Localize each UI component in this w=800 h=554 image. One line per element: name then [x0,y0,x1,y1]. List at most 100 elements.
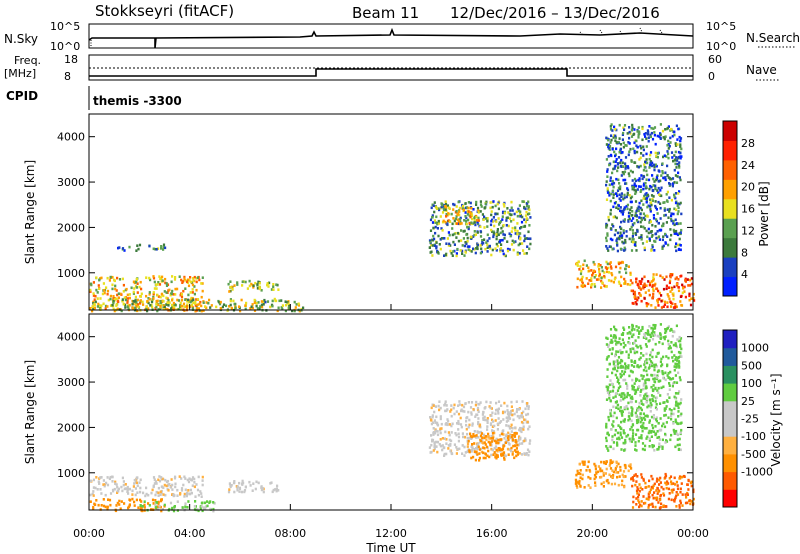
data-cell [450,212,453,216]
data-cell [182,302,186,306]
data-cell [638,216,641,219]
data-cell [113,309,116,313]
data-cell [614,276,617,280]
data-cell [503,401,506,405]
data-cell [650,280,653,283]
data-cell [662,222,665,226]
colorbar-frame [722,329,738,508]
data-cell [625,230,628,233]
data-cell [674,358,677,361]
data-cell [637,326,640,329]
data-cell [160,485,164,488]
data-cell [676,359,679,362]
data-cell [524,437,527,440]
data-cell [260,300,263,303]
data-cell [665,439,668,442]
data-cell [668,182,671,185]
data-cell [641,488,644,491]
data-cell [686,278,689,281]
data-cell [194,309,197,313]
data-cell [643,163,646,166]
data-cell [478,431,481,434]
data-cell [98,278,101,282]
data-cell [526,245,529,248]
data-cell [114,482,117,485]
data-cell [519,415,522,418]
data-cell [675,282,678,286]
data-cell [625,195,628,199]
data-cell [618,382,621,385]
data-cell [640,329,643,332]
data-cell [493,424,496,428]
data-cell [133,500,136,504]
data-cell [609,341,612,344]
data-cell [636,475,639,478]
data-cell [108,279,111,282]
data-cell [610,461,614,464]
data-cell [649,335,652,339]
data-cell [658,297,661,301]
data-cell [138,481,141,484]
data-cell [200,492,203,495]
data-cell [506,249,510,253]
data-cell [654,400,657,403]
data-cell [631,384,634,388]
data-cell [512,444,515,448]
data-cell [649,205,652,208]
data-cell [106,483,110,487]
data-cell [490,213,493,217]
data-cell [649,281,652,285]
data-cell [648,283,651,287]
data-cell [196,306,199,310]
data-cell [674,277,677,281]
data-cell [605,136,608,140]
data-cell [612,167,615,171]
data-cell [627,401,630,405]
data-cell [464,451,467,454]
data-cell [609,212,612,216]
data-cell [591,274,594,277]
data-cell [252,284,255,288]
data-cell [659,333,662,336]
data-cell [619,433,622,437]
data-cell [643,363,646,366]
data-cell [518,235,521,238]
data-cell [628,336,631,340]
data-cell [600,482,603,486]
data-cell [626,393,629,396]
data-cell [154,480,157,483]
data-cell [622,341,625,345]
data-cell [622,326,625,330]
data-cell [625,405,628,408]
data-cell [502,252,505,256]
data-cell [157,494,160,497]
data-cell [678,376,681,379]
data-cell [477,209,480,213]
data-cell [501,411,505,415]
data-cell [664,128,667,131]
data-cell [519,437,522,441]
data-cell [251,303,254,306]
data-cell [620,420,623,424]
data-cell [440,237,443,240]
data-cell [608,348,611,351]
data-cell [271,299,274,303]
data-cell [610,341,614,344]
data-cell [503,410,507,414]
data-cell [670,498,673,502]
data-cell [666,374,669,377]
data-cell [617,366,620,369]
data-cell [497,400,501,403]
data-cell [439,417,442,421]
data-cell [670,219,673,223]
data-cell [121,489,124,493]
data-cell [679,448,682,452]
data-cell [177,299,181,302]
data-cell [150,491,153,495]
data-cell [433,441,436,444]
data-cell [215,305,218,309]
data-cell [610,338,613,342]
date-range: 12/Dec/2016 – 13/Dec/2016 [450,4,660,22]
data-cell [617,462,620,466]
data-cell [159,301,162,305]
